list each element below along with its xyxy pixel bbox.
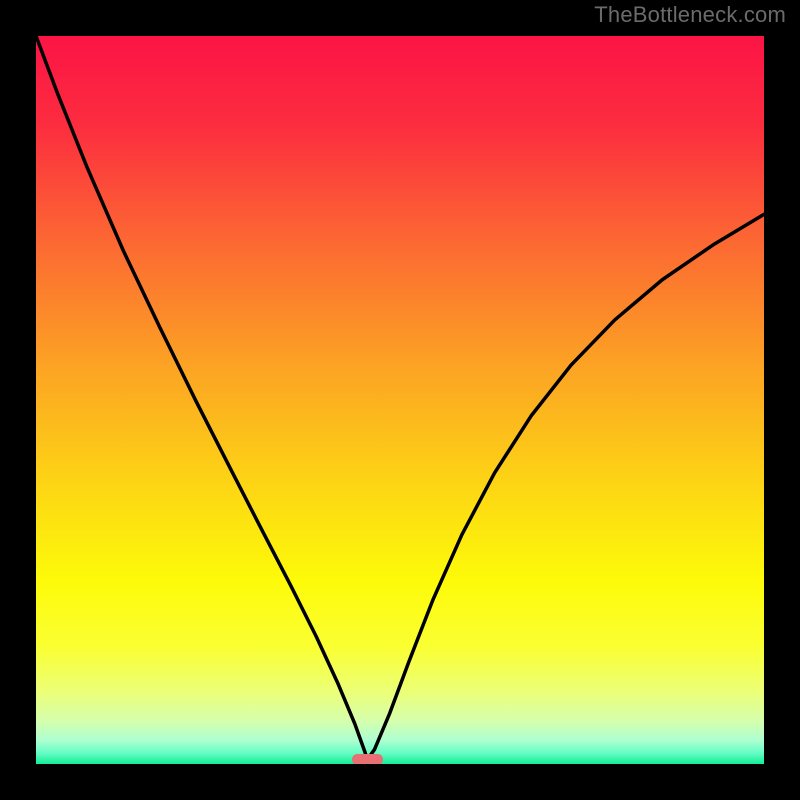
bottleneck-curve — [36, 36, 764, 764]
plot-area — [36, 36, 764, 764]
bottleneck-curve-path — [36, 36, 764, 760]
chart-root: TheBottleneck.com — [0, 0, 800, 800]
watermark-text: TheBottleneck.com — [594, 2, 786, 28]
minimum-marker — [352, 754, 383, 764]
